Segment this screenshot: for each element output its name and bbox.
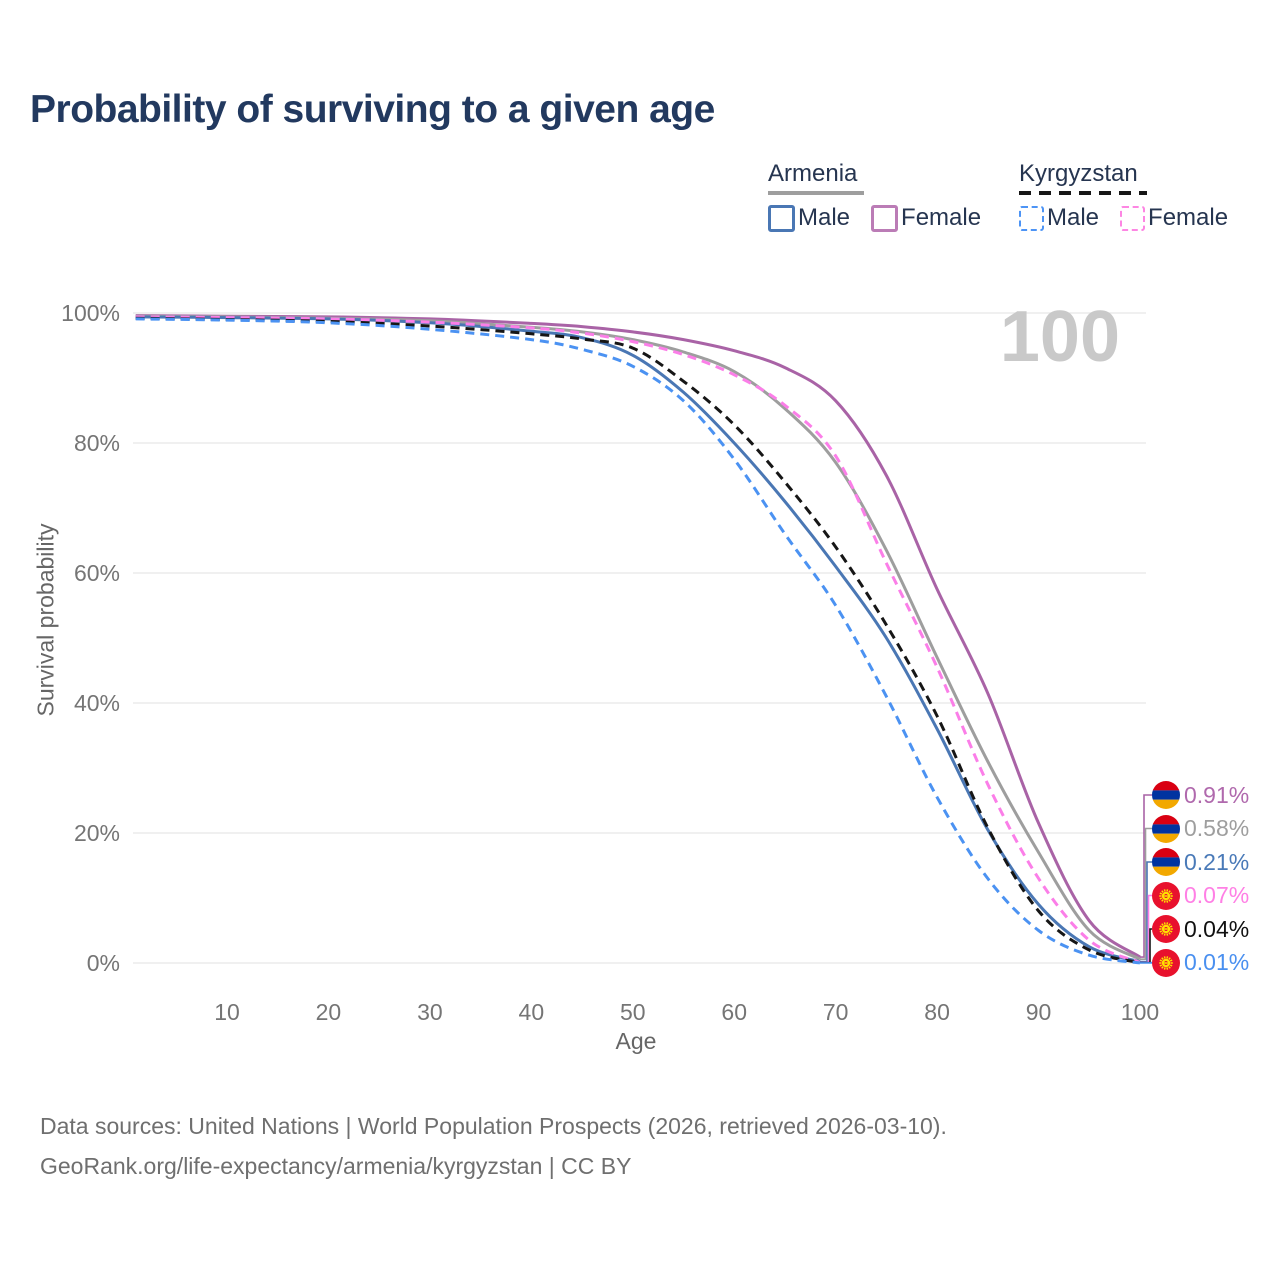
legend-country-kyrgyzstan: Kyrgyzstan bbox=[1019, 160, 1138, 187]
y-axis-title: Survival probability bbox=[32, 523, 59, 717]
end-label-kyrgyzstan-female: 0.07% bbox=[1152, 881, 1250, 910]
legend-label-armenia-female: Female bbox=[901, 204, 982, 231]
x-tick-80: 80 bbox=[924, 999, 950, 1025]
data-sources-note: Data sources: United Nations | World Pop… bbox=[40, 1113, 947, 1139]
end-value: 0.01% bbox=[1184, 949, 1250, 975]
x-tick-100: 100 bbox=[1120, 999, 1160, 1025]
legend-group-kyrgyzstan: Kyrgyzstan Male Female bbox=[1019, 160, 1228, 232]
leader-armenia-male bbox=[1140, 861, 1152, 963]
armenia-male-checkbox[interactable] bbox=[768, 204, 795, 232]
end-value: 0.07% bbox=[1184, 882, 1250, 908]
leader-armenia-both-sexes bbox=[1140, 827, 1152, 960]
kyrgyzstan-female-checkbox[interactable] bbox=[1120, 205, 1146, 231]
x-tick-90: 90 bbox=[1025, 999, 1052, 1025]
x-tick-30: 30 bbox=[417, 999, 443, 1025]
x-tick-10: 10 bbox=[214, 999, 240, 1025]
attribution-note: GeoRank.org/life-expectancy/armenia/kyrg… bbox=[40, 1153, 632, 1179]
legend-item-kyrgyzstan-male[interactable]: Male bbox=[1019, 204, 1099, 232]
end-label-armenia-female: 0.91% bbox=[1152, 781, 1249, 809]
kyrgyzstan-male-checkbox[interactable] bbox=[1019, 205, 1044, 231]
curve-kyrgyzstan-female[interactable] bbox=[135, 315, 1141, 964]
footer: Data sources: United Nations | World Pop… bbox=[40, 1106, 947, 1186]
armenia-flag-icon bbox=[1152, 781, 1180, 809]
y-tick-0: 0% bbox=[86, 950, 120, 976]
x-axis-title: Age bbox=[615, 1028, 657, 1054]
armenia-female-checkbox[interactable] bbox=[871, 204, 899, 232]
x-tick-60: 60 bbox=[721, 999, 748, 1025]
end-label-armenia-male: 0.21% bbox=[1152, 848, 1249, 876]
end-value: 0.58% bbox=[1184, 815, 1250, 841]
legend-group-armenia: Armenia Male Female bbox=[768, 160, 981, 232]
curve-kyrgyzstan-both-sexes[interactable] bbox=[135, 316, 1141, 965]
curve-armenia-female[interactable] bbox=[135, 314, 1141, 959]
curve-armenia-male[interactable] bbox=[135, 315, 1141, 964]
kyrgyzstan-flag-icon bbox=[1152, 881, 1180, 910]
kyrgyzstan-flag-icon bbox=[1152, 915, 1180, 943]
legend-item-armenia-female[interactable]: Female bbox=[871, 204, 981, 232]
kyrgyzstan-flag-icon bbox=[1152, 948, 1180, 977]
legend-armenia-line-sample bbox=[768, 191, 864, 195]
age-watermark: 100 bbox=[1000, 297, 1120, 377]
end-label-armenia-both-sexes: 0.58% bbox=[1152, 814, 1250, 843]
end-value: 0.04% bbox=[1184, 915, 1250, 942]
curve-armenia-both-sexes[interactable] bbox=[135, 314, 1141, 961]
legend-label-armenia-male: Male bbox=[798, 204, 851, 231]
legend-label-kyrgyzstan-male: Male bbox=[1047, 204, 1100, 231]
x-tick-50: 50 bbox=[619, 999, 646, 1025]
armenia-flag-icon bbox=[1152, 848, 1180, 876]
y-tick-80: 80% bbox=[73, 430, 120, 456]
y-tick-60: 60% bbox=[73, 560, 120, 586]
legend-label-kyrgyzstan-female: Female bbox=[1148, 204, 1229, 231]
y-tick-20: 20% bbox=[73, 820, 120, 846]
leader-armenia-female bbox=[1140, 794, 1152, 958]
end-label-kyrgyzstan-both-sexes: 0.04% bbox=[1152, 915, 1249, 943]
end-value: 0.91% bbox=[1184, 781, 1250, 808]
end-value: 0.21% bbox=[1184, 848, 1250, 875]
legend-item-armenia-male[interactable]: Male bbox=[768, 204, 850, 232]
page-title: Probability of surviving to a given age bbox=[30, 88, 715, 131]
curve-kyrgyzstan-male[interactable] bbox=[135, 317, 1141, 965]
legend-kyrgyzstan-line-sample bbox=[1019, 191, 1147, 195]
legend-country-armenia: Armenia bbox=[768, 160, 858, 187]
legend-item-kyrgyzstan-female[interactable]: Female bbox=[1120, 204, 1228, 232]
y-tick-40: 40% bbox=[73, 690, 120, 716]
x-tick-20: 20 bbox=[315, 999, 342, 1025]
armenia-flag-icon bbox=[1152, 814, 1180, 843]
end-label-kyrgyzstan-male: 0.01% bbox=[1152, 948, 1250, 977]
y-tick-100: 100% bbox=[61, 300, 120, 326]
x-tick-40: 40 bbox=[518, 999, 545, 1025]
x-tick-70: 70 bbox=[822, 999, 849, 1025]
